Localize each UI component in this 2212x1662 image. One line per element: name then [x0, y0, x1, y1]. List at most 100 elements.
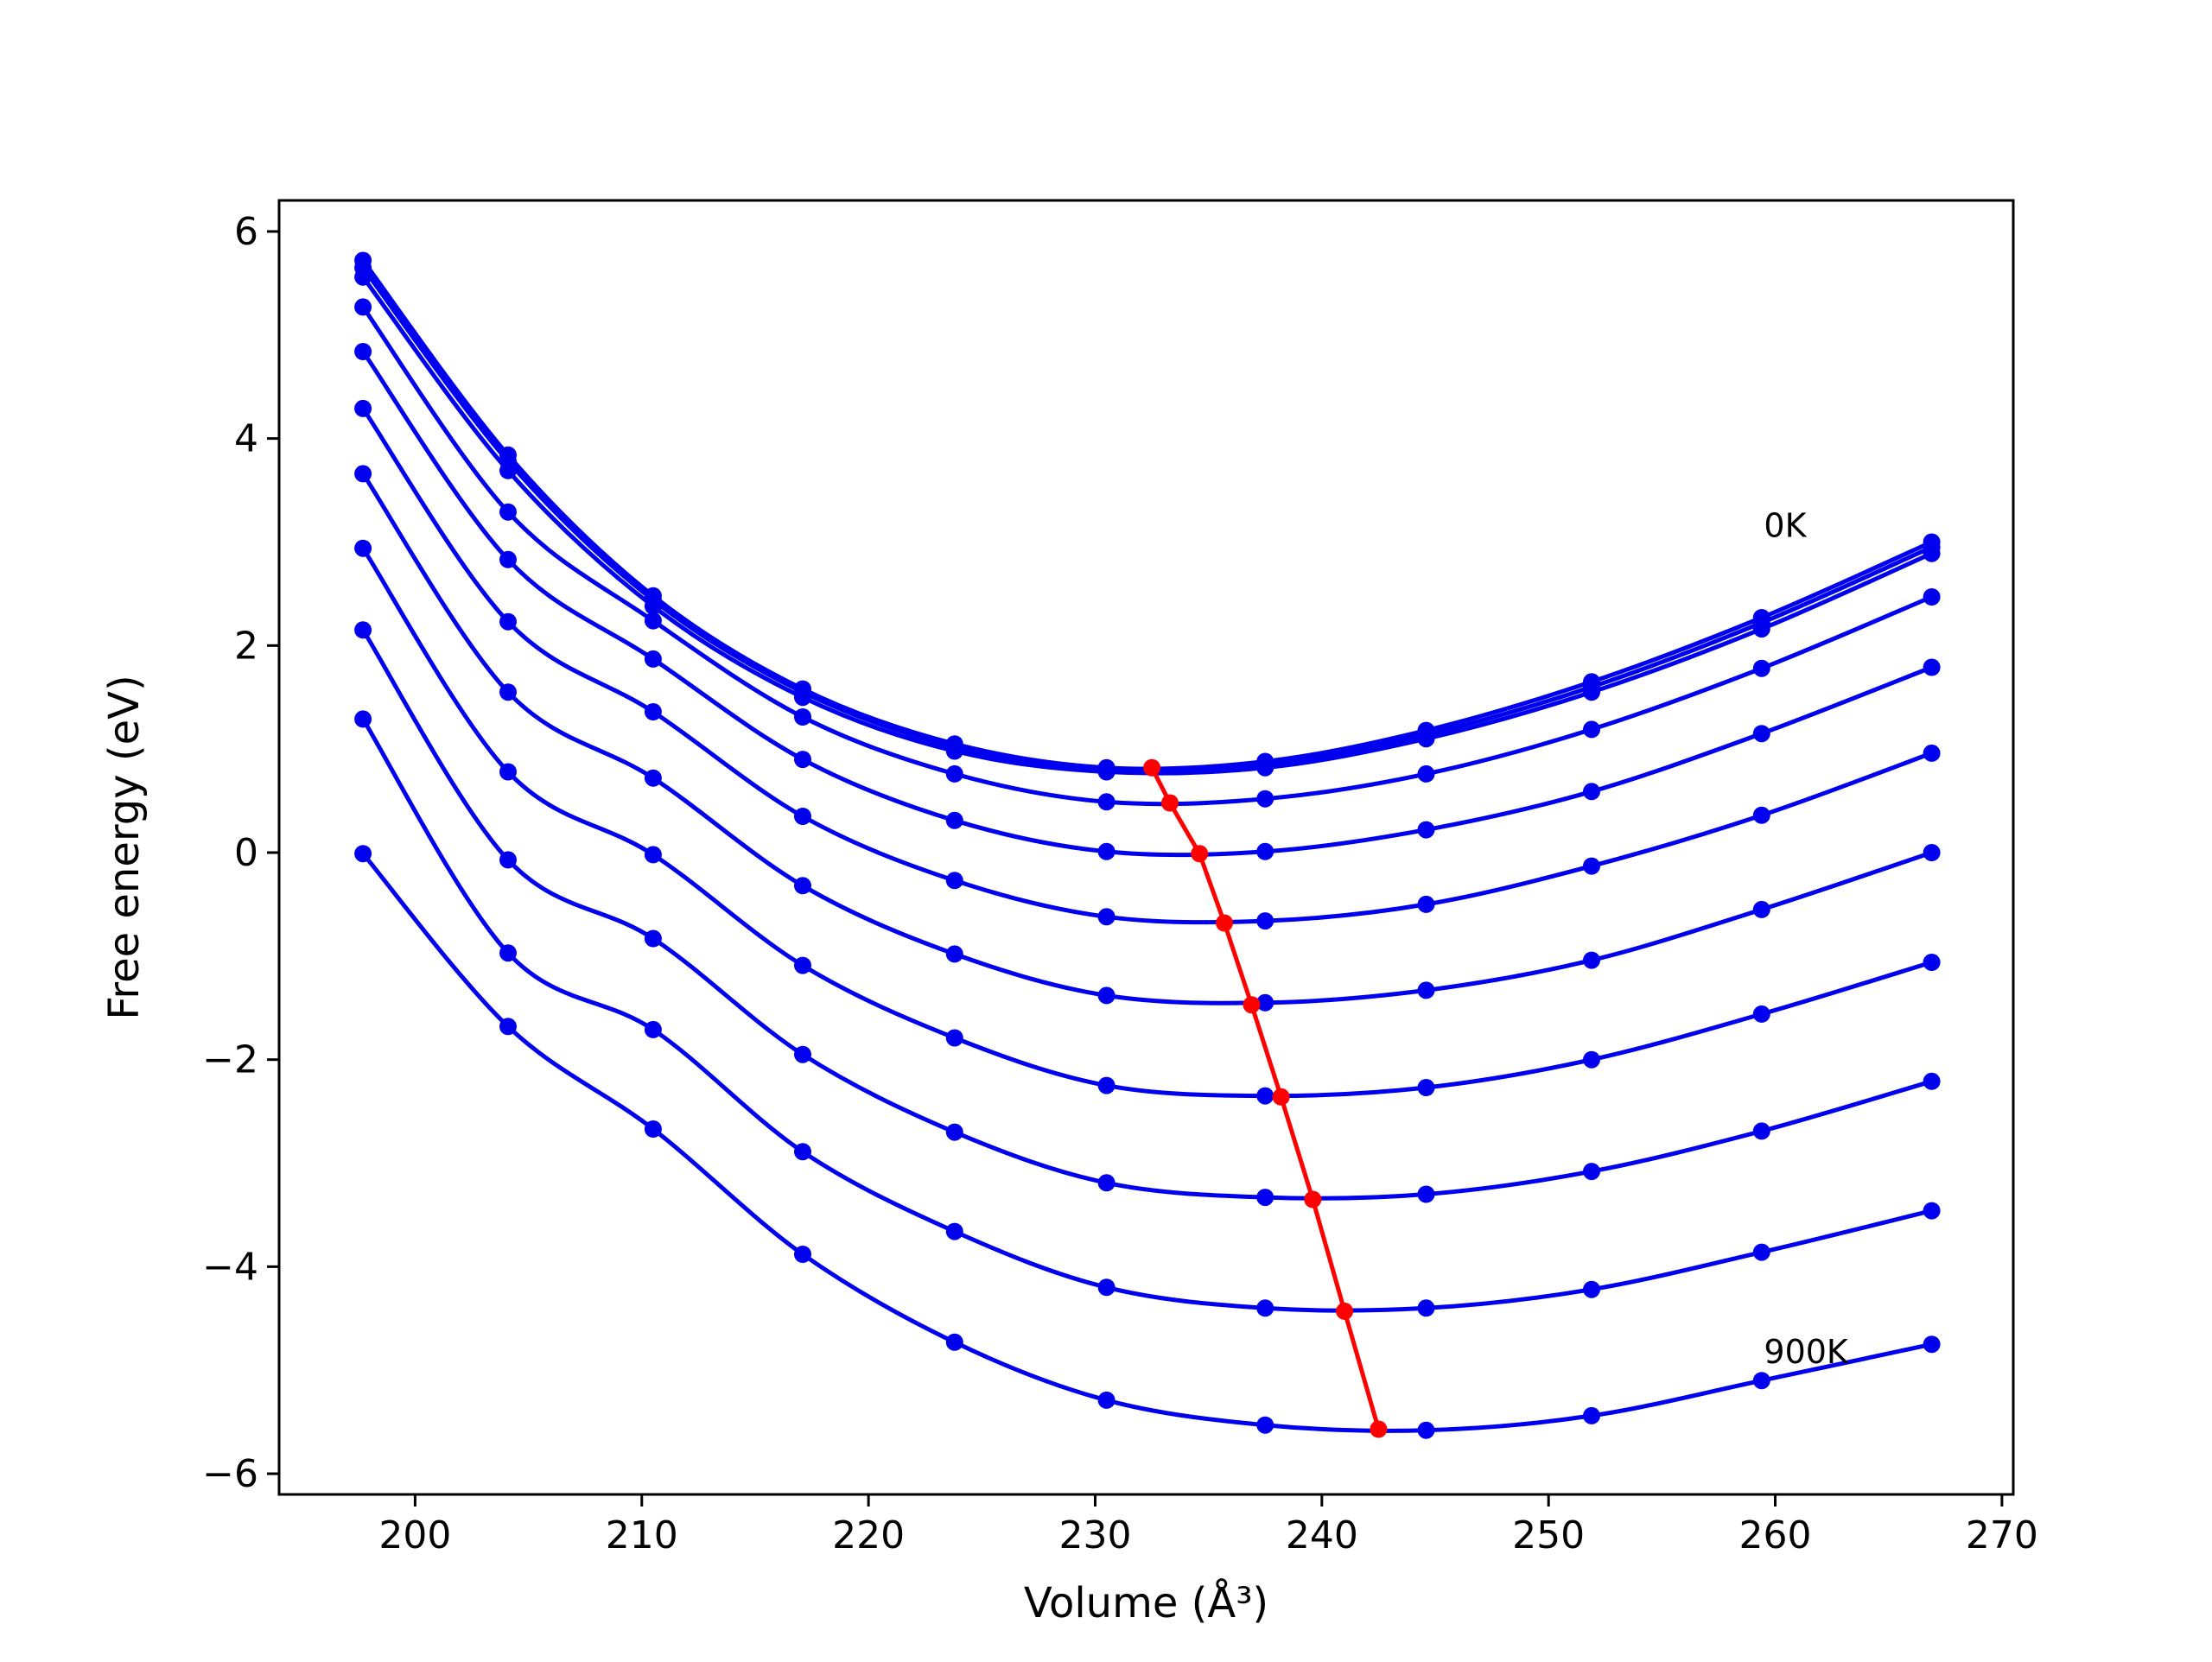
data-point-9-5 [1097, 1278, 1116, 1297]
data-point-9-0 [354, 710, 372, 728]
series-line-5 [361, 407, 1933, 925]
data-point-7-0 [354, 539, 372, 557]
data-point-7-6 [1256, 1087, 1274, 1105]
data-point-7-3 [794, 956, 811, 974]
data-point-4-2 [644, 650, 662, 668]
series-line-6 [361, 473, 1933, 1005]
data-point-3-6 [1256, 790, 1274, 808]
data-point-2-7 [1417, 730, 1435, 748]
data-point-2-1 [499, 461, 517, 479]
data-point-4-1 [499, 550, 517, 568]
data-point-4-5 [1097, 842, 1116, 860]
data-point-7-7 [1417, 1079, 1435, 1096]
data-point-6-7 [1417, 981, 1435, 999]
data-point-9-7 [1417, 1299, 1435, 1317]
minima-layer [1143, 758, 1388, 1438]
series-line-10 [361, 852, 1933, 1433]
data-point-5-10 [1923, 744, 1941, 762]
data-point-6-4 [945, 945, 963, 963]
data-point-7-9 [1752, 1005, 1770, 1023]
x-tick-label: 250 [1512, 1513, 1585, 1557]
data-point-10-4 [945, 1333, 963, 1351]
data-point-9-1 [499, 944, 517, 962]
data-point-9-9 [1752, 1243, 1770, 1261]
data-point-3-2 [644, 612, 662, 630]
data-point-8-3 [794, 1045, 811, 1063]
x-tick-label: 260 [1739, 1513, 1812, 1557]
minimum-point-1 [1161, 794, 1179, 812]
data-point-5-6 [1256, 912, 1274, 930]
data-point-8-5 [1097, 1174, 1116, 1192]
data-point-2-4 [945, 742, 963, 760]
series-line-4 [361, 350, 1933, 858]
data-point-2-6 [1256, 758, 1274, 777]
y-axis-label: Free energy (eV) [100, 675, 149, 1019]
minimum-point-0 [1143, 758, 1161, 777]
data-point-6-10 [1923, 844, 1941, 861]
data-point-5-7 [1417, 895, 1435, 913]
data-point-5-1 [499, 612, 517, 631]
data-point-6-1 [499, 683, 517, 701]
data-point-5-2 [644, 703, 662, 720]
data-point-10-6 [1256, 1416, 1274, 1434]
minimum-point-7 [1336, 1302, 1354, 1320]
data-point-10-8 [1583, 1406, 1600, 1424]
data-point-2-0 [354, 268, 372, 286]
data-point-7-1 [499, 763, 517, 781]
annotation-label-0: 0K [1764, 506, 1807, 544]
data-point-4-8 [1583, 783, 1600, 801]
data-point-8-1 [499, 851, 517, 869]
data-point-4-3 [794, 751, 811, 769]
data-point-8-10 [1923, 1072, 1941, 1090]
minimum-point-6 [1304, 1190, 1322, 1208]
data-point-9-4 [945, 1222, 963, 1240]
data-point-10-7 [1417, 1421, 1435, 1439]
minimum-point-2 [1191, 845, 1209, 863]
data-point-7-8 [1583, 1050, 1600, 1069]
data-point-10-2 [644, 1120, 662, 1138]
data-point-7-5 [1097, 1076, 1116, 1094]
series-line-2 [361, 276, 1933, 776]
x-tick-label: 230 [1058, 1513, 1131, 1557]
data-point-2-8 [1583, 683, 1600, 701]
data-point-4-7 [1417, 821, 1435, 839]
data-point-6-2 [644, 769, 662, 787]
annotation-label-1: 900K [1764, 1333, 1849, 1371]
data-point-10-1 [499, 1018, 517, 1036]
minimum-point-8 [1370, 1420, 1388, 1438]
data-point-8-7 [1417, 1185, 1435, 1203]
data-point-10-0 [354, 845, 372, 863]
data-point-10-9 [1752, 1372, 1770, 1390]
minimum-point-4 [1243, 996, 1261, 1014]
data-point-7-4 [945, 1029, 963, 1047]
data-point-4-9 [1752, 725, 1770, 743]
x-tick-label: 270 [1966, 1513, 2038, 1557]
data-point-5-0 [354, 399, 372, 417]
data-point-3-5 [1097, 793, 1116, 811]
data-point-3-10 [1923, 588, 1941, 606]
y-tick-label: 2 [234, 624, 258, 668]
data-point-8-8 [1583, 1163, 1600, 1181]
data-point-2-2 [644, 597, 662, 615]
data-point-6-9 [1752, 900, 1770, 918]
data-point-3-0 [354, 298, 372, 316]
data-point-10-3 [794, 1246, 811, 1263]
data-point-9-2 [644, 1020, 662, 1038]
data-point-2-3 [794, 688, 811, 707]
data-point-5-5 [1097, 908, 1116, 926]
data-point-6-8 [1583, 951, 1600, 969]
series-line-7 [361, 547, 1933, 1099]
data-point-2-9 [1752, 620, 1770, 638]
x-tick-label: 210 [606, 1513, 678, 1557]
series-line-9 [360, 718, 1933, 1313]
y-axis-ticks: 6 4 2 0 −2 −4 −6 [202, 210, 279, 1496]
data-point-4-10 [1923, 658, 1941, 676]
data-point-3-4 [945, 764, 963, 783]
points-layer [354, 251, 1941, 1439]
curves-layer [360, 259, 1933, 1433]
data-point-3-1 [499, 503, 517, 521]
data-point-5-4 [945, 872, 963, 890]
y-tick-label: 6 [234, 210, 258, 254]
